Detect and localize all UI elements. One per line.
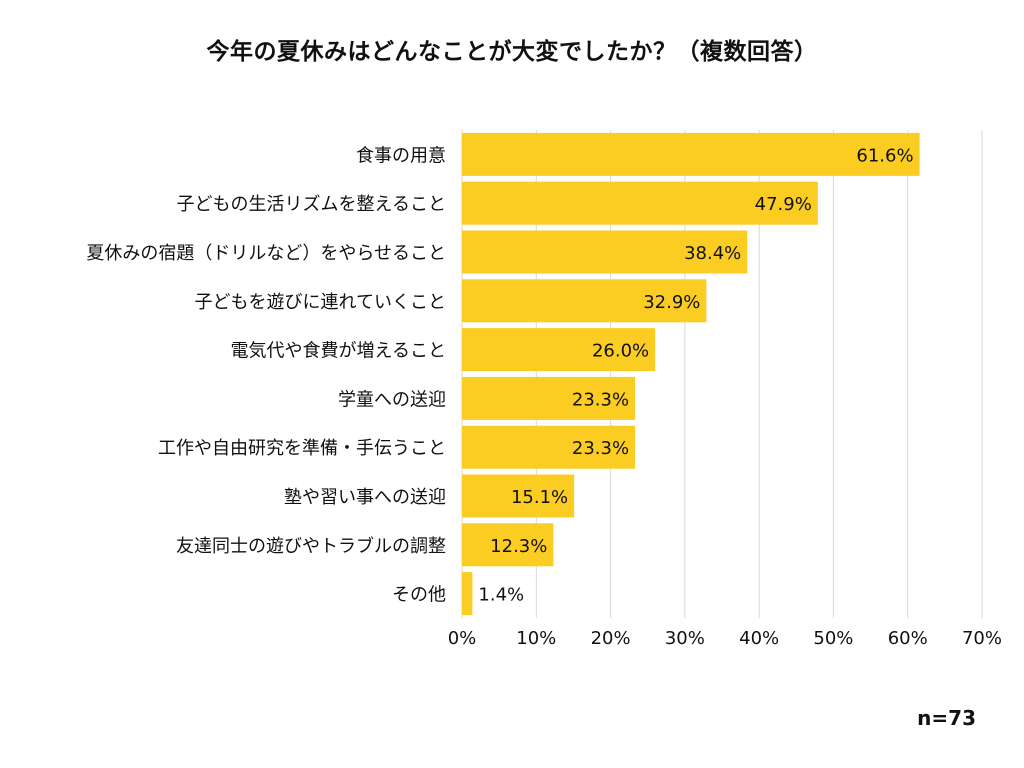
bar bbox=[462, 376, 636, 420]
category-label: 工作や自由研究を準備・手伝うこと bbox=[158, 438, 446, 459]
value-label: 12.3% bbox=[490, 536, 547, 557]
category-label: 夏休みの宿題（ドリルなど）をやらせること bbox=[86, 243, 446, 264]
x-tick-label: 30% bbox=[665, 628, 705, 649]
value-label: 1.4% bbox=[478, 585, 524, 606]
value-label: 23.3% bbox=[572, 438, 629, 459]
category-label: 子どもを遊びに連れていくこと bbox=[195, 292, 446, 313]
value-label: 26.0% bbox=[592, 341, 649, 362]
x-tick-label: 50% bbox=[813, 628, 853, 649]
x-tick-label: 60% bbox=[888, 628, 928, 649]
value-label: 15.1% bbox=[511, 487, 568, 508]
chart-title: 今年の夏休みはどんなことが大変でしたか？（複数回答） bbox=[206, 39, 818, 65]
bars bbox=[462, 132, 920, 616]
x-tick-label: 40% bbox=[739, 628, 779, 649]
bar bbox=[462, 279, 707, 323]
bar bbox=[462, 181, 818, 225]
bar bbox=[462, 425, 636, 469]
bar bbox=[462, 328, 656, 372]
value-label: 61.6% bbox=[856, 145, 913, 166]
value-label: 47.9% bbox=[755, 194, 812, 215]
bar bbox=[462, 523, 554, 567]
category-label: その他 bbox=[392, 585, 446, 606]
category-label: 友達同士の遊びやトラブルの調整 bbox=[176, 535, 446, 557]
value-label: 32.9% bbox=[643, 292, 700, 313]
x-tick-label: 10% bbox=[516, 628, 556, 649]
value-label: 23.3% bbox=[572, 389, 629, 410]
x-tick-label: 0% bbox=[448, 628, 477, 649]
category-label: 学童への送迎 bbox=[338, 389, 446, 410]
sample-size-note: n=73 bbox=[917, 706, 976, 730]
category-label: 塾や習い事への送迎 bbox=[284, 486, 446, 508]
bar bbox=[462, 132, 920, 176]
x-tick-label: 20% bbox=[591, 628, 631, 649]
bar bbox=[462, 572, 473, 616]
bar bbox=[462, 230, 748, 274]
category-label: 子どもの生活リズムを整えること bbox=[177, 194, 446, 215]
category-label: 食事の用意 bbox=[356, 145, 446, 166]
value-label: 38.4% bbox=[684, 243, 741, 264]
bar bbox=[462, 474, 575, 518]
labels: 0% 10% 20% 30% 40% 50% 60% 70% 食事の用意 61.6% 子どもの生活リ… bbox=[86, 145, 1002, 649]
x-tick-label: 70% bbox=[962, 628, 1002, 649]
category-label: 電気代や食費が増えること bbox=[231, 341, 446, 362]
